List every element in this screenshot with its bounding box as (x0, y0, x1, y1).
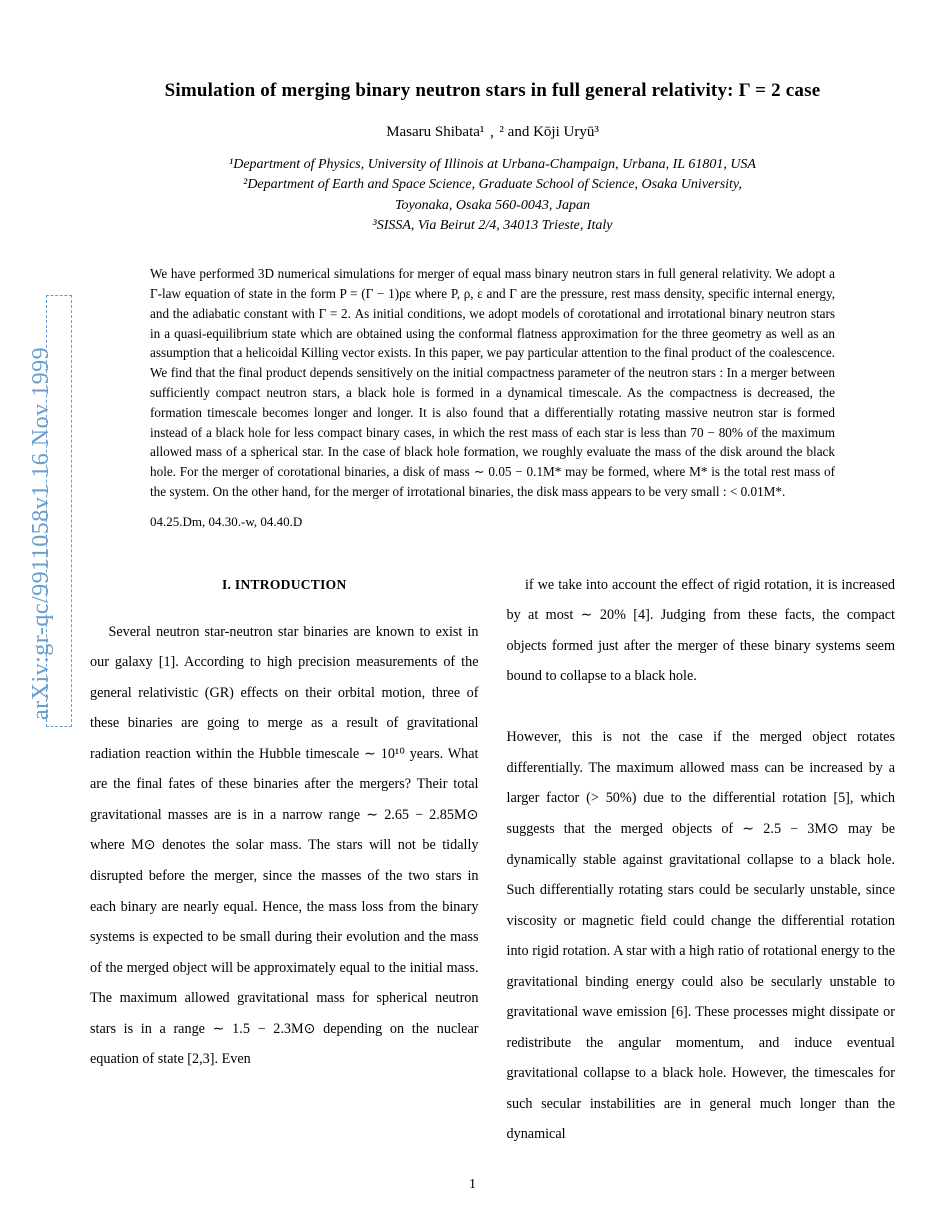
arxiv-stamp: arXiv:gr-qc/9911058v1 16 Nov 1999 (28, 347, 55, 720)
abstract: We have performed 3D numerical simulatio… (150, 264, 835, 502)
left-column: I. INTRODUCTION Several neutron star-neu… (90, 570, 479, 1150)
section-heading: I. INTRODUCTION (90, 570, 479, 599)
affiliation-line: ²Department of Earth and Space Science, … (90, 175, 895, 195)
body-paragraph: Several neutron star-neutron star binari… (90, 617, 479, 1075)
right-column: if we take into account the effect of ri… (507, 570, 896, 1150)
page-content: Simulation of merging binary neutron sta… (90, 80, 895, 1173)
affiliation-line: Toyonaka, Osaka 560-0043, Japan (90, 196, 895, 216)
paper-title: Simulation of merging binary neutron sta… (90, 80, 895, 102)
affiliation-line: ¹Department of Physics, University of Il… (90, 155, 895, 175)
pacs-codes: 04.25.Dm, 04.30.-w, 04.40.D (150, 514, 835, 530)
affiliation-line: ³SISSA, Via Beirut 2/4, 34013 Trieste, I… (90, 216, 895, 236)
page-number: 1 (0, 1177, 945, 1193)
authors: Masaru Shibata¹﹐² and Kōji Uryū³ (90, 120, 895, 141)
two-column-body: I. INTRODUCTION Several neutron star-neu… (90, 570, 895, 1150)
body-paragraph: if we take into account the effect of ri… (507, 570, 896, 1150)
affiliations: ¹Department of Physics, University of Il… (90, 155, 895, 236)
